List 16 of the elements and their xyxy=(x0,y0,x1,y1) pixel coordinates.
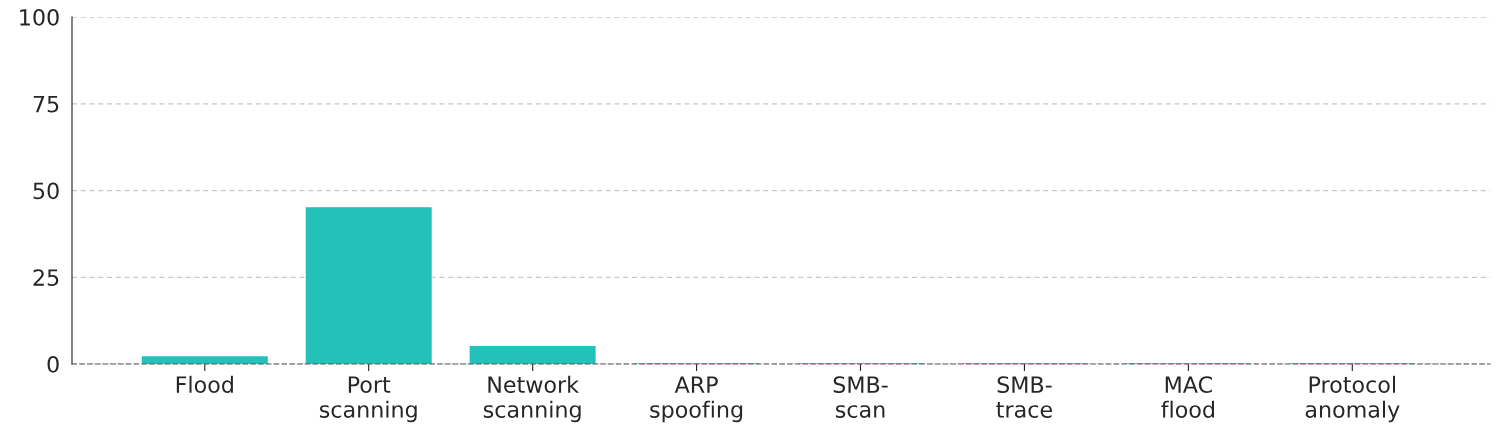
bar xyxy=(305,207,432,364)
y-tick-label: 75 xyxy=(33,95,59,113)
y-tick-label: 100 xyxy=(20,8,59,26)
x-tick-label: Network scanning xyxy=(483,375,581,423)
y-tick-label: 50 xyxy=(33,182,59,200)
x-tick-label: Port scanning xyxy=(319,376,417,423)
x-tick-label: Protocol anomaly xyxy=(1305,375,1400,423)
bar xyxy=(141,356,268,364)
y-tick-label: 0 xyxy=(47,355,59,373)
x-tick-label: MAC flood xyxy=(1161,376,1214,418)
y-tick-label: 25 xyxy=(33,269,59,287)
x-tick-label: Flood xyxy=(176,375,233,394)
x-tick-label: SMB- trace xyxy=(996,376,1052,418)
x-tick-label: SMB- scan xyxy=(833,376,888,418)
bar xyxy=(469,345,596,364)
x-tick-label: ARP spoofing xyxy=(650,376,743,423)
